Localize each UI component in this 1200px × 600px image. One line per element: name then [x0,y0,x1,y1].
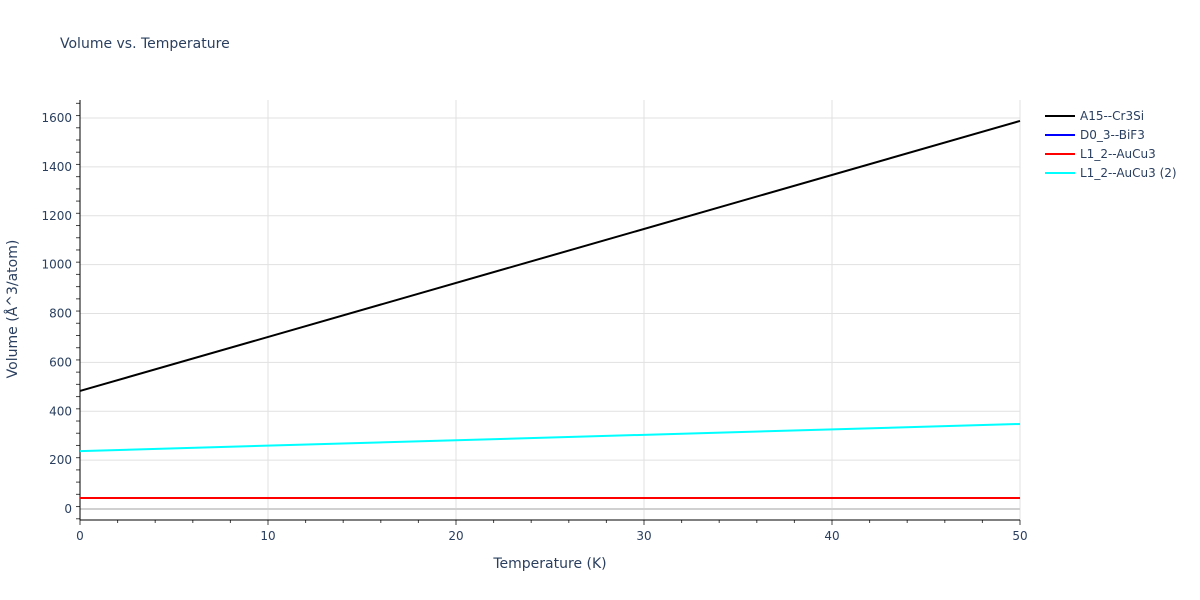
legend-item[interactable]: L1_2--AuCu3 (2) [1045,163,1177,182]
legend-label: A15--Cr3Si [1080,108,1145,123]
y-tick-label: 800 [49,307,72,321]
legend-item[interactable]: D0_3--BiF3 [1045,125,1177,144]
y-tick-label: 1000 [41,258,72,272]
x-tick-label: 0 [76,529,84,543]
y-tick-label: 1600 [41,111,72,125]
series-line-3[interactable] [79,422,1021,453]
gridlines [80,100,1021,520]
legend-line-icon [1045,152,1075,155]
chart-title: Volume vs. Temperature [60,36,230,52]
y-tick-label: 200 [49,453,72,467]
legend-item[interactable]: A15--Cr3Si [1045,106,1177,125]
legend: A15--Cr3Si D0_3--BiF3 L1_2--AuCu3 L1_2--AuC… [1045,106,1177,182]
x-tick-label: 50 [1012,529,1027,543]
y-tick-label: 400 [49,404,72,418]
legend-line-icon [1045,133,1075,136]
x-tick-label: 10 [260,529,275,543]
data-lines [79,119,1021,500]
legend-item[interactable]: L1_2--AuCu3 [1045,144,1177,163]
y-tick-label: 600 [49,355,72,369]
x-tick-label: 40 [824,529,839,543]
x-tick-label: 20 [448,529,463,543]
y-tick-label: 1400 [41,160,72,174]
series-line-0[interactable] [79,119,1021,392]
legend-line-icon [1045,171,1075,174]
legend-line-icon [1045,114,1075,117]
legend-label: L1_2--AuCu3 [1080,146,1156,161]
axes: 0 10 20 30 40 50 0 200 400 600 800 1000 1200 1400 1600 [41,100,1028,543]
x-tick-label: 30 [636,529,651,543]
x-axis-label: Temperature (K) [492,556,606,572]
y-tick-label: 0 [64,502,72,516]
y-tick-label: 1200 [41,209,72,223]
legend-label: L1_2--AuCu3 (2) [1080,165,1177,180]
legend-label: D0_3--BiF3 [1080,127,1145,142]
y-axis-label: Volume (Å^3/atom) [4,240,21,379]
